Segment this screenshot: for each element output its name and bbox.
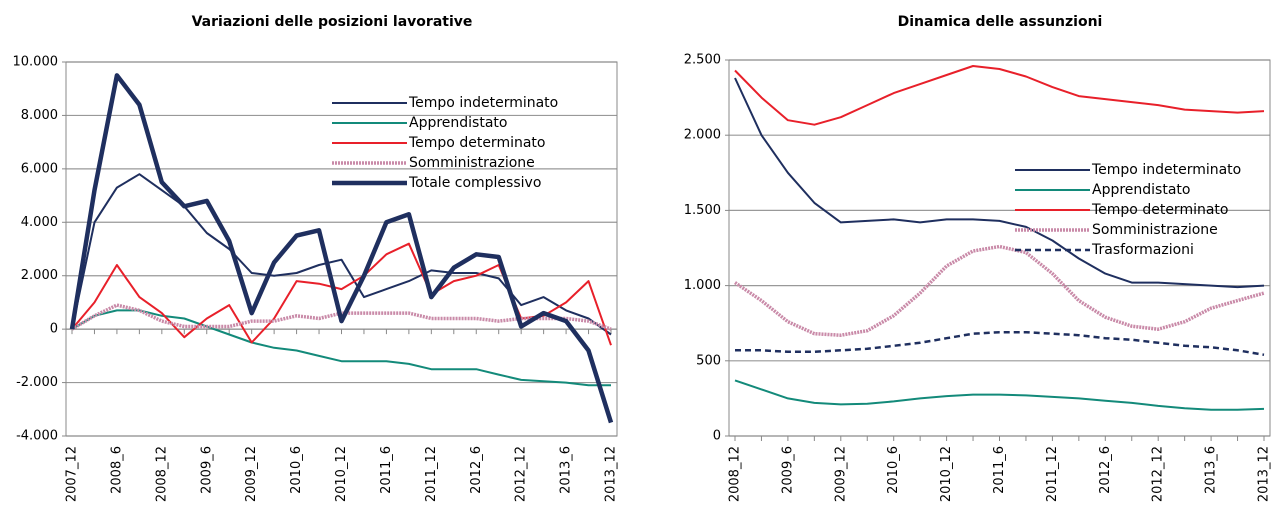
x-tick-label: 2010_12 — [334, 446, 349, 502]
x-tick-label: 2012_12 — [514, 446, 529, 502]
x-tick-label: 2009_12 — [833, 446, 848, 502]
legend-label: Apprendistato — [409, 115, 507, 131]
series-line — [734, 65, 1265, 126]
legend-label: Tempo indeterminato — [408, 95, 558, 111]
y-tick-label: 2.000 — [21, 268, 58, 283]
plot-frame — [65, 61, 618, 437]
x-tick-label: 2009_12 — [244, 446, 259, 502]
y-tick-label: 10.000 — [13, 55, 59, 70]
y-tick-label: 0 — [50, 322, 58, 337]
x-tick-label: 2008_12 — [728, 446, 743, 502]
y-tick-label: 2.000 — [684, 128, 721, 143]
x-tick-label: 2007_12 — [65, 446, 80, 502]
y-tick-label: 1.000 — [684, 278, 721, 293]
series-line — [71, 242, 612, 346]
legend-label: Totale complessivo — [408, 175, 541, 191]
series-line — [735, 330, 1265, 357]
x-tick-label: 2010_6 — [289, 446, 304, 494]
legend: Tempo indeterminato Apprendistato Tempo de… — [332, 95, 558, 191]
series-line — [734, 77, 1265, 289]
x-tick-label: 2012_6 — [1098, 446, 1113, 494]
x-tick-label: 2008_12 — [154, 446, 169, 502]
legend-label: Apprendistato — [1092, 182, 1190, 198]
legend-label: Tempo determinato — [1091, 202, 1228, 218]
x-tick-label: 2012_12 — [1151, 446, 1166, 502]
y-tick-label: 8.000 — [21, 108, 58, 123]
x-tick-label: 2013_6 — [1204, 446, 1219, 494]
x-tick-label: 2012_6 — [469, 446, 484, 494]
legend-label: Somministrazione — [1092, 222, 1218, 238]
x-tick-label: 2011_6 — [992, 446, 1007, 494]
series-line — [734, 379, 1265, 411]
chart: Variazioni delle posizioni lavorative -4.… — [13, 14, 619, 502]
x-tick-label: 2009_6 — [780, 446, 795, 494]
x-tick-label: 2008_6 — [109, 446, 124, 494]
x-tick-label: 2011_12 — [424, 446, 439, 502]
series-line — [734, 244, 1265, 337]
series-line — [69, 73, 614, 424]
y-tick-label: 0 — [713, 429, 721, 444]
chart: Dinamica delle assunzioni 0 500 1.000 1.500 2… — [684, 14, 1272, 502]
x-tick-label: 2013_12 — [1257, 446, 1272, 502]
y-tick-label: 4.000 — [21, 215, 58, 230]
y-tick-label: 6.000 — [21, 161, 58, 176]
y-tick-label: -2.000 — [16, 375, 58, 390]
series-line — [71, 309, 611, 387]
y-tick-label: 2.500 — [684, 53, 721, 68]
y-tick-label: 1.500 — [684, 203, 721, 218]
x-tick-label: 2013_12 — [604, 446, 619, 502]
legend-label: Tempo indeterminato — [1091, 162, 1241, 178]
legend-label: Trasformazioni — [1091, 242, 1194, 258]
y-tick-label: 500 — [696, 353, 721, 368]
series-line — [71, 173, 612, 336]
chart-title: Dinamica delle assunzioni — [898, 14, 1103, 30]
x-tick-label: 2010_12 — [939, 446, 954, 502]
chart-title: Variazioni delle posizioni lavorative — [192, 14, 473, 30]
legend-label: Tempo determinato — [408, 135, 545, 151]
x-tick-label: 2010_6 — [886, 446, 901, 494]
x-tick-label: 2013_6 — [559, 446, 574, 494]
legend-label: Somministrazione — [409, 155, 535, 171]
x-tick-label: 2011_12 — [1045, 446, 1060, 502]
legend: Tempo indeterminato Apprendistato Tempo de… — [1015, 162, 1241, 258]
x-tick-label: 2011_6 — [379, 446, 394, 494]
y-tick-label: -4.000 — [16, 429, 58, 444]
x-tick-label: 2009_6 — [199, 446, 214, 494]
